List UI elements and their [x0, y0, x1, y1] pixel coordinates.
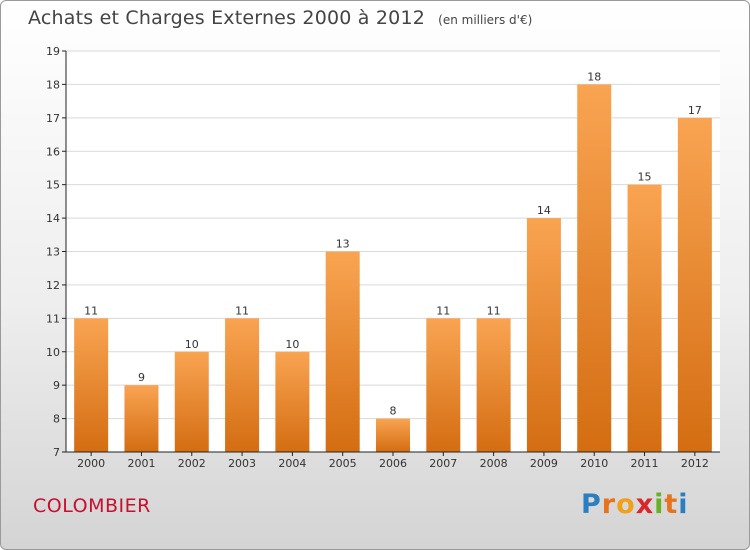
logo-letter: t	[664, 489, 679, 520]
x-tick-label: 2003	[228, 457, 256, 470]
bar-value-label: 15	[638, 171, 652, 184]
y-tick-label: 9	[53, 379, 60, 392]
logo-letter: P	[581, 489, 602, 520]
bar	[677, 117, 712, 452]
x-tick-label: 2005	[329, 457, 357, 470]
logo-letter: x	[635, 489, 655, 520]
proxiti-logo: Proxiti	[581, 489, 689, 520]
y-tick-label: 7	[53, 446, 60, 459]
bar-value-label: 17	[688, 104, 702, 117]
logo-letter: r	[601, 489, 617, 520]
bar-value-label: 11	[487, 304, 501, 317]
bar-value-label: 9	[138, 371, 145, 384]
bar	[275, 351, 310, 452]
logo-letter: i	[654, 489, 665, 520]
bar	[426, 318, 461, 452]
bar-value-label: 8	[390, 405, 397, 418]
bar	[376, 418, 410, 452]
y-tick-label: 15	[46, 179, 60, 192]
bar-value-label: 11	[436, 304, 450, 317]
chart-title-text: Achats et Charges Externes 2000 à 2012	[28, 7, 426, 29]
bar-value-label: 14	[537, 204, 551, 217]
chart-unit: (en milliers d'€)	[438, 13, 533, 27]
y-tick-label: 13	[46, 246, 60, 259]
y-tick-label: 16	[46, 145, 60, 158]
town-name: COLOMBIER	[33, 495, 151, 517]
y-tick-label: 12	[46, 279, 60, 292]
x-tick-label: 2008	[480, 457, 508, 470]
bar-value-label: 11	[235, 304, 249, 317]
chart-title: Achats et Charges Externes 2000 à 2012 (…	[28, 7, 532, 29]
x-tick-label: 2010	[580, 457, 608, 470]
bar	[225, 318, 260, 452]
x-tick-label: 2006	[379, 457, 407, 470]
bar-value-label: 13	[336, 238, 350, 251]
bar	[74, 318, 109, 452]
y-tick-label: 10	[46, 346, 60, 359]
bar	[577, 84, 612, 453]
y-tick-label: 14	[46, 212, 60, 225]
bar	[526, 218, 561, 452]
bar	[325, 251, 360, 452]
x-tick-label: 2012	[681, 457, 709, 470]
bar-value-label: 18	[587, 70, 601, 83]
x-tick-label: 2007	[429, 457, 457, 470]
x-tick-label: 2009	[530, 457, 558, 470]
x-tick-label: 2002	[178, 457, 206, 470]
logo-letter: i	[678, 489, 689, 520]
y-tick-label: 19	[46, 45, 60, 58]
x-tick-label: 2000	[77, 457, 105, 470]
y-tick-label: 18	[46, 78, 60, 91]
x-tick-label: 2004	[278, 457, 306, 470]
x-tick-label: 2011	[631, 457, 659, 470]
bar	[124, 385, 159, 452]
x-tick-label: 2001	[127, 457, 155, 470]
bar-value-label: 10	[185, 338, 199, 351]
bar	[476, 318, 511, 452]
y-tick-label: 11	[46, 312, 60, 325]
bar	[174, 351, 209, 452]
bar-value-label: 11	[84, 304, 98, 317]
y-tick-label: 8	[53, 413, 60, 426]
y-tick-label: 17	[46, 112, 60, 125]
logo-letter: o	[616, 489, 636, 520]
bar	[627, 184, 662, 452]
bar-value-label: 10	[285, 338, 299, 351]
